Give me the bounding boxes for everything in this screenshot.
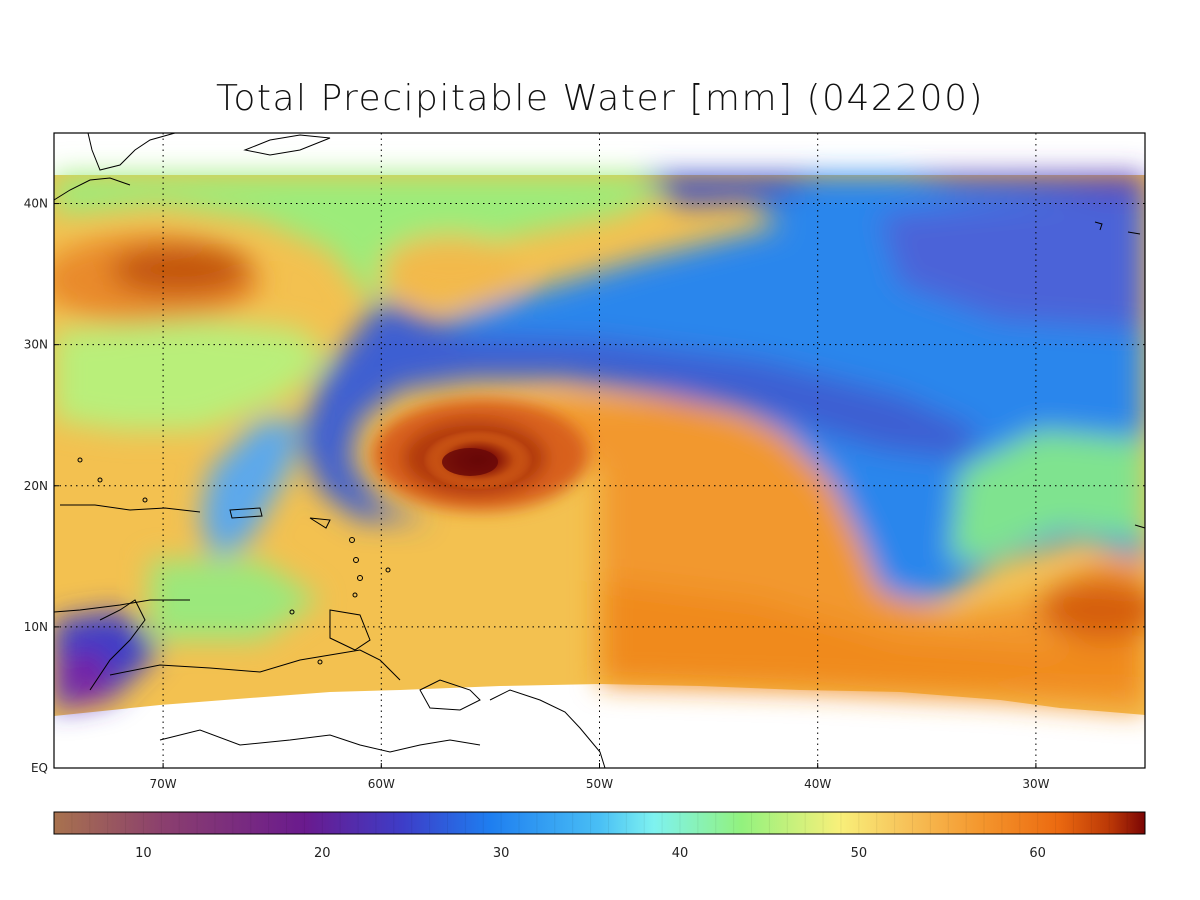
- lat-label: EQ: [31, 761, 48, 775]
- colorbar: 10 20 30 40 50 60: [53, 811, 1146, 861]
- islands: [77, 457, 391, 665]
- colorbar-labels: 10 20 30 40 50 60: [135, 846, 1046, 861]
- colorbar-label: 20: [314, 846, 331, 861]
- colorbar-label: 50: [851, 846, 868, 861]
- lon-label: 40W: [804, 777, 831, 791]
- coastlines: [53, 132, 1146, 769]
- lat-label: 20N: [24, 479, 48, 493]
- longitude-labels: 70W 60W 50W 40W 30W: [150, 777, 1050, 791]
- map-title: Total Precipitable Water [mm] (042200): [215, 78, 985, 119]
- colorbar-label: 40: [672, 846, 689, 861]
- colorbar-label: 60: [1029, 846, 1046, 861]
- colorbar-scale: [54, 812, 1145, 834]
- precipitable-water-field: [54, 175, 1145, 716]
- latitude-labels: 40N 30N 20N 10N EQ: [24, 197, 48, 775]
- lon-label: 60W: [368, 777, 395, 791]
- lon-label: 70W: [150, 777, 177, 791]
- lat-label: 30N: [24, 338, 48, 352]
- graticule: [54, 133, 1145, 769]
- lon-label: 50W: [586, 777, 613, 791]
- lat-label: 10N: [24, 620, 48, 634]
- lat-label: 40N: [24, 197, 48, 211]
- colorbar-label: 10: [135, 846, 152, 861]
- lon-label: 30W: [1022, 777, 1049, 791]
- colorbar-label: 30: [493, 846, 510, 861]
